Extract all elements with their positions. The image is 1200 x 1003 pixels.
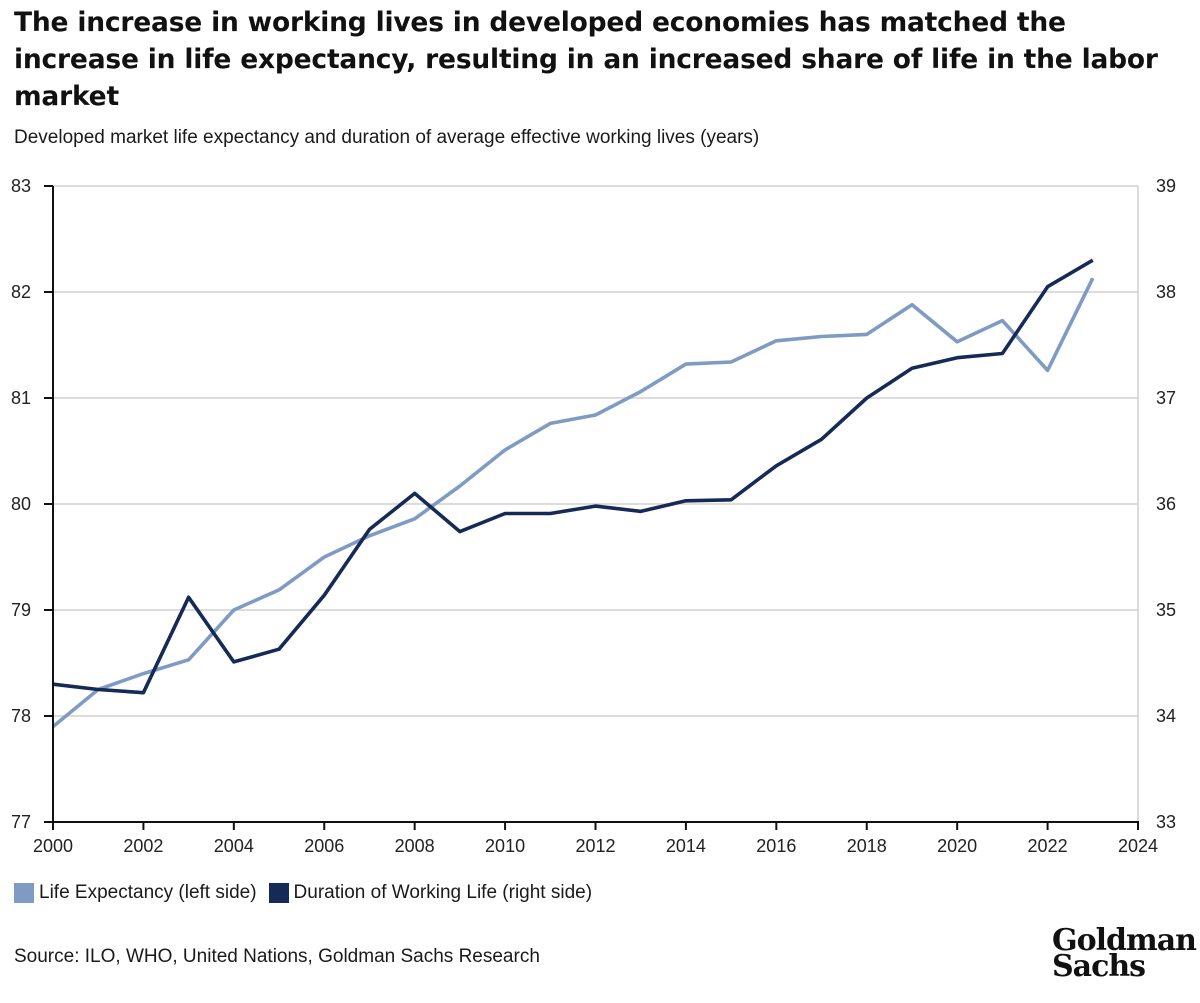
legend-swatch-life-expectancy <box>14 883 34 903</box>
source-note: Source: ILO, WHO, United Nations, Goldma… <box>14 946 540 967</box>
legend-swatch-working-life <box>268 883 289 903</box>
y-right-tick-38: 38 <box>1156 282 1176 302</box>
y-right-tick-35: 35 <box>1156 600 1176 620</box>
y-left-tick-81: 81 <box>11 388 31 408</box>
x-tick-2006: 2006 <box>304 836 344 856</box>
y-right-tick-33: 33 <box>1156 812 1176 832</box>
series-line-life-expectancy <box>51 277 1095 728</box>
x-tick-2018: 2018 <box>847 836 887 856</box>
legend-item-life-expectancy: Life Expectancy (left side) <box>14 882 257 904</box>
line-chart: 77 78 79 80 81 82 83 33 34 35 36 37 38 39 2000 2002 2004… <box>11 176 1176 856</box>
goldman-sachs-logo: Goldman Sachs <box>1052 923 1197 984</box>
x-tick-2000: 2000 <box>33 836 73 856</box>
y-left-tick-78: 78 <box>11 706 31 726</box>
logo-line-1: Goldman <box>1052 923 1197 958</box>
x-tick-2004: 2004 <box>214 836 254 856</box>
y-left-tick-77: 77 <box>11 812 31 832</box>
y-left-tick-83: 83 <box>11 176 31 196</box>
x-tick-2020: 2020 <box>937 836 977 856</box>
legend: Life Expectancy (left side) Duration of … <box>14 882 604 904</box>
x-tick-2008: 2008 <box>395 836 435 856</box>
x-tick-2024: 2024 <box>1118 836 1158 856</box>
x-tick-2014: 2014 <box>666 836 706 856</box>
legend-label-life-expectancy: Life Expectancy (left side) <box>39 882 257 903</box>
x-tick-2010: 2010 <box>485 836 525 856</box>
series-line-working-life <box>52 258 1094 695</box>
y-right-tick-39: 39 <box>1156 176 1176 196</box>
x-tick-2022: 2022 <box>1028 836 1068 856</box>
logo-line-2: Sachs <box>1052 949 1146 984</box>
y-right-tick-36: 36 <box>1156 494 1176 514</box>
gridlines <box>53 185 1139 822</box>
legend-item-working-life: Duration of Working Life (right side) <box>268 882 593 904</box>
axes <box>44 185 1139 830</box>
x-tick-2012: 2012 <box>575 836 615 856</box>
series-lines <box>51 258 1095 728</box>
y-right-tick-34: 34 <box>1156 706 1176 726</box>
x-tick-2002: 2002 <box>123 836 163 856</box>
chart-title: The increase in working lives in develop… <box>14 7 1158 112</box>
tick-labels: 77 78 79 80 81 82 83 33 34 35 36 37 38 39 2000 2002 2004… <box>11 176 1176 856</box>
legend-label-working-life: Duration of Working Life (right side) <box>293 882 593 903</box>
y-left-tick-82: 82 <box>11 282 31 302</box>
x-tick-2016: 2016 <box>756 836 796 856</box>
y-left-tick-80: 80 <box>11 494 31 514</box>
y-left-tick-79: 79 <box>11 600 31 620</box>
y-right-tick-37: 37 <box>1156 388 1176 408</box>
chart-subtitle: Developed market life expectancy and dur… <box>14 127 760 148</box>
